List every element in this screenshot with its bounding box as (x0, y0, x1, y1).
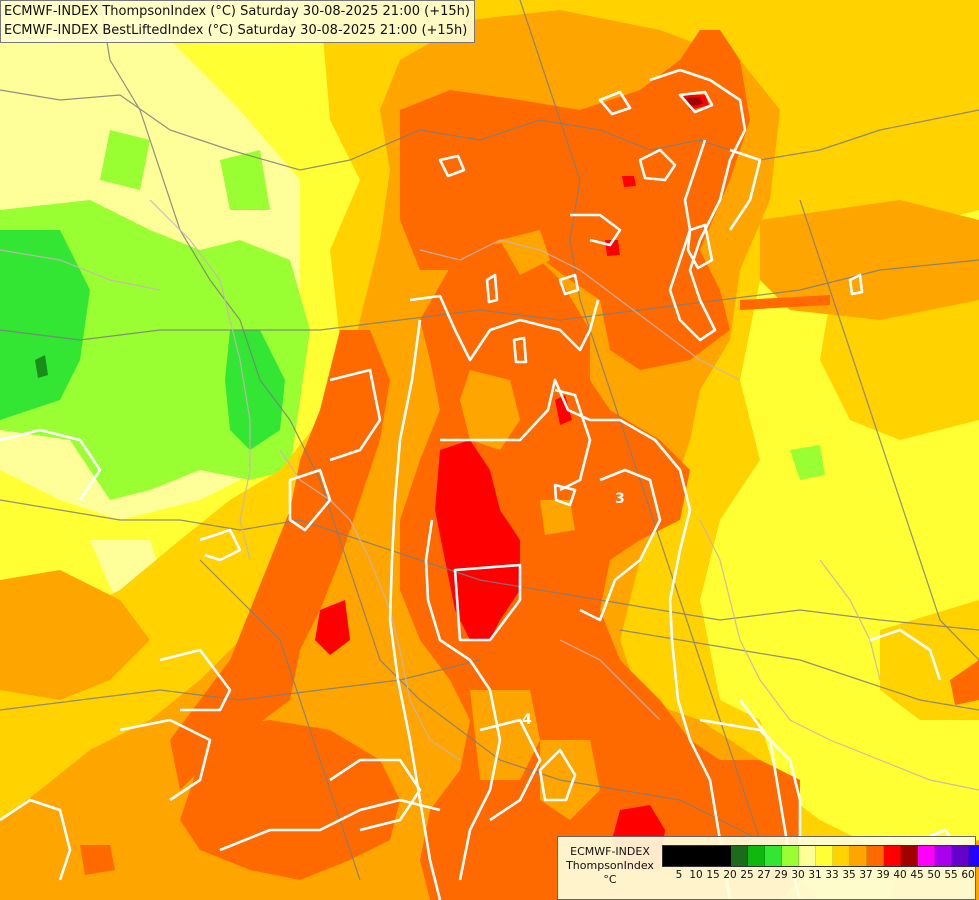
legend-swatch (714, 846, 731, 866)
legend-swatch (969, 846, 979, 866)
legend-tick-label: 15 (706, 869, 720, 881)
legend-swatch (697, 846, 714, 866)
legend-tick-label: 37 (859, 869, 873, 881)
legend-tick-label: 27 (757, 869, 771, 881)
contour-label-4: 4 (522, 712, 532, 728)
legend-swatch (782, 846, 799, 866)
legend-tick-label: 31 (808, 869, 822, 881)
legend-tick-label: 40 (893, 869, 907, 881)
legend-swatch (765, 846, 782, 866)
legend-swatch (901, 846, 918, 866)
color-legend: ECMWF-INDEX ThompsonIndex °C 5 10 15 20 25 27… (557, 836, 979, 900)
title-thompson-index: ECMWF-INDEX ThompsonIndex (°C) Saturday … (4, 4, 470, 19)
legend-swatch (833, 846, 850, 866)
legend-label: ECMWF-INDEX ThompsonIndex °C (562, 845, 658, 887)
legend-tick-label: 39 (876, 869, 890, 881)
map-title-box: ECMWF-INDEX ThompsonIndex (°C) Saturday … (0, 0, 475, 43)
legend-swatch (748, 846, 765, 866)
legend-tick-label: 33 (825, 869, 839, 881)
legend-tick-label: 30 (791, 869, 805, 881)
legend-parameter: ThompsonIndex (566, 859, 654, 872)
legend-swatch (816, 846, 833, 866)
legend-swatch (680, 846, 697, 866)
legend-swatch (918, 846, 935, 866)
legend-tick-label: 50 (927, 869, 941, 881)
legend-ticks: 5 10 15 20 25 27 29 30 31 33 35 37 39 40 45 50 55 60 (662, 869, 975, 883)
legend-swatch (731, 846, 748, 866)
contour-label-3: 3 (615, 491, 625, 507)
dark-red-cell (686, 97, 703, 106)
legend-tick-label: 35 (842, 869, 856, 881)
legend-model: ECMWF-INDEX (570, 845, 650, 858)
legend-swatch (850, 846, 867, 866)
legend-swatch (884, 846, 901, 866)
legend-tick-label: 29 (774, 869, 788, 881)
legend-color-bar (662, 845, 979, 867)
legend-swatch (663, 846, 680, 866)
regional-borders (0, 199, 979, 791)
lifted-index-contours (0, 68, 962, 900)
legend-tick-label: 5 (675, 869, 683, 881)
legend-swatch (935, 846, 952, 866)
legend-swatch (952, 846, 969, 866)
legend-tick-label: 55 (944, 869, 958, 881)
legend-tick-label: 20 (723, 869, 737, 881)
title-best-lifted-index: ECMWF-INDEX BestLiftedIndex (°C) Saturda… (4, 23, 468, 38)
legend-tick-label: 25 (740, 869, 754, 881)
legend-swatch (867, 846, 884, 866)
legend-swatch (799, 846, 816, 866)
legend-tick-label: 45 (910, 869, 924, 881)
legend-tick-label: 60 (961, 869, 975, 881)
contour-labels: 3 4 (522, 491, 625, 728)
legend-tick-label: 10 (689, 869, 703, 881)
legend-unit: °C (603, 873, 617, 886)
